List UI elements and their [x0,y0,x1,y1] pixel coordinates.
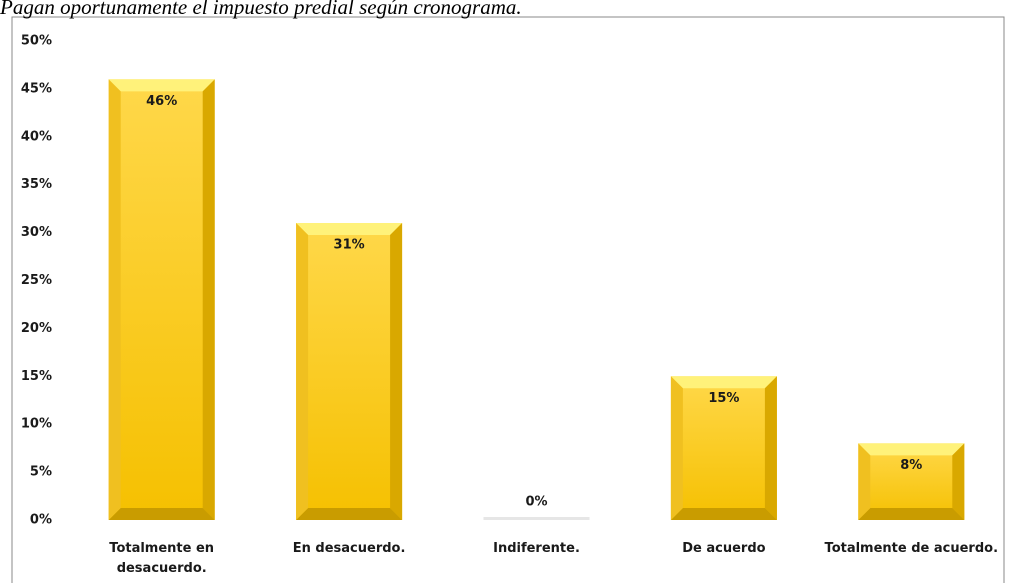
bar-bevel-top [858,443,965,456]
y-tick-label: 10% [21,417,52,432]
data-label: 31% [334,238,365,253]
bar-bevel-right [952,443,965,520]
y-tick-label: 35% [21,177,52,192]
x-tick-label: Totalmente en desacuerdo. [109,541,215,576]
bar-bevel-top [296,223,403,236]
y-tick-label: 45% [21,81,52,96]
y-tick-label: 50% [21,34,52,49]
bar-bevel-left [296,223,309,520]
bar-bevel-left [858,443,871,520]
plot-frame [11,16,1005,583]
y-tick-label: 5% [30,465,52,480]
bar [108,79,215,520]
bar-bevel-bottom [858,508,965,520]
bar [296,223,403,520]
data-label: 0% [525,495,547,510]
data-label: 46% [146,94,177,109]
x-tick-label: De acuerdo [682,541,766,556]
bar-bevel-top [108,79,215,92]
y-tick-label: 0% [30,513,52,528]
bar-bevel-left [108,79,121,520]
bar-bevel-right [764,376,777,520]
bar-bevel-right [390,223,403,520]
x-tick-label: Indiferente. [493,541,580,556]
bar [483,517,590,520]
y-tick-label: 30% [21,225,52,240]
bar-bevel-top [670,376,777,389]
chart-title: Pagan oportunamente el impuesto predial … [0,0,522,19]
bar [670,376,777,520]
y-tick-label: 25% [21,273,52,288]
data-label: 15% [708,391,739,406]
bar-bevel-bottom [108,508,215,520]
x-tick-label: En desacuerdo. [292,541,406,556]
bar-bevel-right [202,79,215,520]
data-label: 8% [900,458,922,473]
x-tick-label: Totalmente de acuerdo. [824,541,999,556]
bar-bevel-bottom [670,508,777,520]
bar-bevel-left [670,376,683,520]
bar-bevel-bottom [296,508,403,520]
bar [858,443,965,520]
y-tick-label: 15% [21,369,52,384]
y-tick-label: 20% [21,321,52,336]
y-tick-label: 40% [21,129,52,144]
